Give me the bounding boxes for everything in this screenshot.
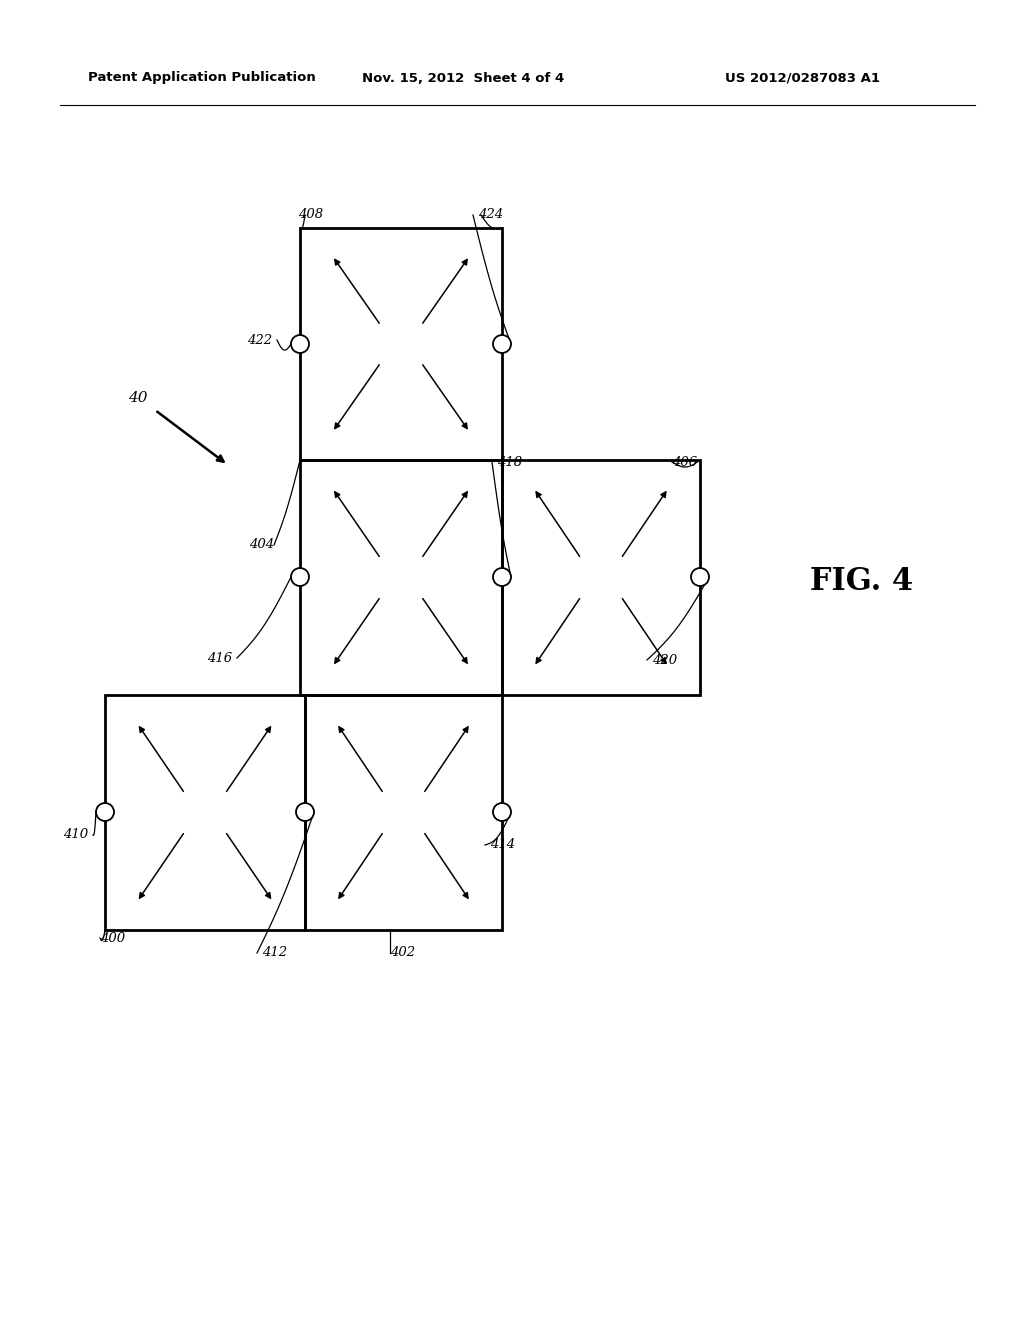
Text: Patent Application Publication: Patent Application Publication: [88, 71, 315, 84]
Bar: [502, 459, 700, 696]
Bar: [300, 228, 502, 459]
Circle shape: [691, 568, 709, 586]
Text: 422: 422: [247, 334, 272, 346]
Circle shape: [96, 803, 114, 821]
Bar: [300, 459, 502, 696]
Bar: [305, 696, 502, 931]
Text: 410: 410: [62, 829, 88, 842]
Text: 400: 400: [100, 932, 125, 945]
Text: 416: 416: [207, 652, 232, 664]
Text: FIG. 4: FIG. 4: [810, 566, 913, 598]
Text: 406: 406: [672, 455, 697, 469]
Text: 402: 402: [390, 946, 415, 960]
Text: 412: 412: [262, 946, 287, 960]
Circle shape: [493, 335, 511, 352]
Circle shape: [291, 568, 309, 586]
Circle shape: [291, 335, 309, 352]
Text: 424: 424: [478, 209, 503, 222]
Text: 418: 418: [497, 455, 522, 469]
Text: 414: 414: [490, 838, 515, 851]
Text: 420: 420: [652, 653, 677, 667]
Circle shape: [493, 803, 511, 821]
Text: 408: 408: [298, 209, 324, 222]
Text: 404: 404: [249, 539, 274, 552]
Bar: [105, 696, 305, 931]
Circle shape: [296, 803, 314, 821]
Text: 40: 40: [128, 391, 147, 405]
Text: Nov. 15, 2012  Sheet 4 of 4: Nov. 15, 2012 Sheet 4 of 4: [362, 71, 564, 84]
Text: US 2012/0287083 A1: US 2012/0287083 A1: [725, 71, 880, 84]
Circle shape: [493, 568, 511, 586]
